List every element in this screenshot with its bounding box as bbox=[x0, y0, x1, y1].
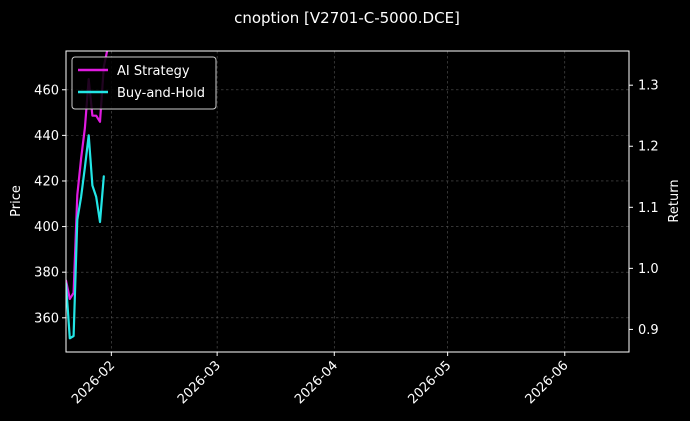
y-right-tick-label: 1.1 bbox=[638, 201, 659, 216]
y-left-tick-label: 420 bbox=[34, 174, 59, 189]
y-right-tick-label: 0.9 bbox=[638, 323, 659, 338]
x-tick-label: 2026-02 bbox=[69, 358, 118, 407]
y-left-tick-label: 400 bbox=[34, 220, 59, 235]
x-tick-label: 2026-06 bbox=[523, 358, 572, 407]
y-left-tick-label: 360 bbox=[34, 311, 59, 326]
x-tick-label: 2026-03 bbox=[175, 358, 224, 407]
legend: AI Strategy Buy-and-Hold bbox=[71, 56, 217, 110]
y-left-tick-label: 380 bbox=[34, 266, 59, 281]
x-tick-label: 2026-04 bbox=[292, 358, 341, 407]
left-axis-label: Price bbox=[9, 185, 24, 217]
axis-ticks bbox=[62, 84, 633, 356]
grid-lines bbox=[66, 51, 629, 352]
y-left-tick-label: 460 bbox=[34, 83, 59, 98]
series-line-buy-and-hold bbox=[66, 134, 105, 340]
plot-frame bbox=[65, 50, 630, 353]
chart-title: cnoption [V2701-C-5000.DCE] bbox=[234, 9, 460, 27]
y-left-tick-label: 440 bbox=[34, 129, 59, 144]
legend-label-ai-strategy: AI Strategy bbox=[117, 64, 190, 79]
y-right-tick-label: 1.2 bbox=[638, 140, 659, 155]
right-axis-label: Return bbox=[667, 179, 682, 222]
y-right-tick-label: 1.0 bbox=[638, 262, 659, 277]
x-tick-label: 2026-05 bbox=[405, 358, 454, 407]
y-right-tick-label: 1.3 bbox=[638, 79, 659, 94]
legend-label-buy-and-hold: Buy-and-Hold bbox=[117, 86, 205, 101]
